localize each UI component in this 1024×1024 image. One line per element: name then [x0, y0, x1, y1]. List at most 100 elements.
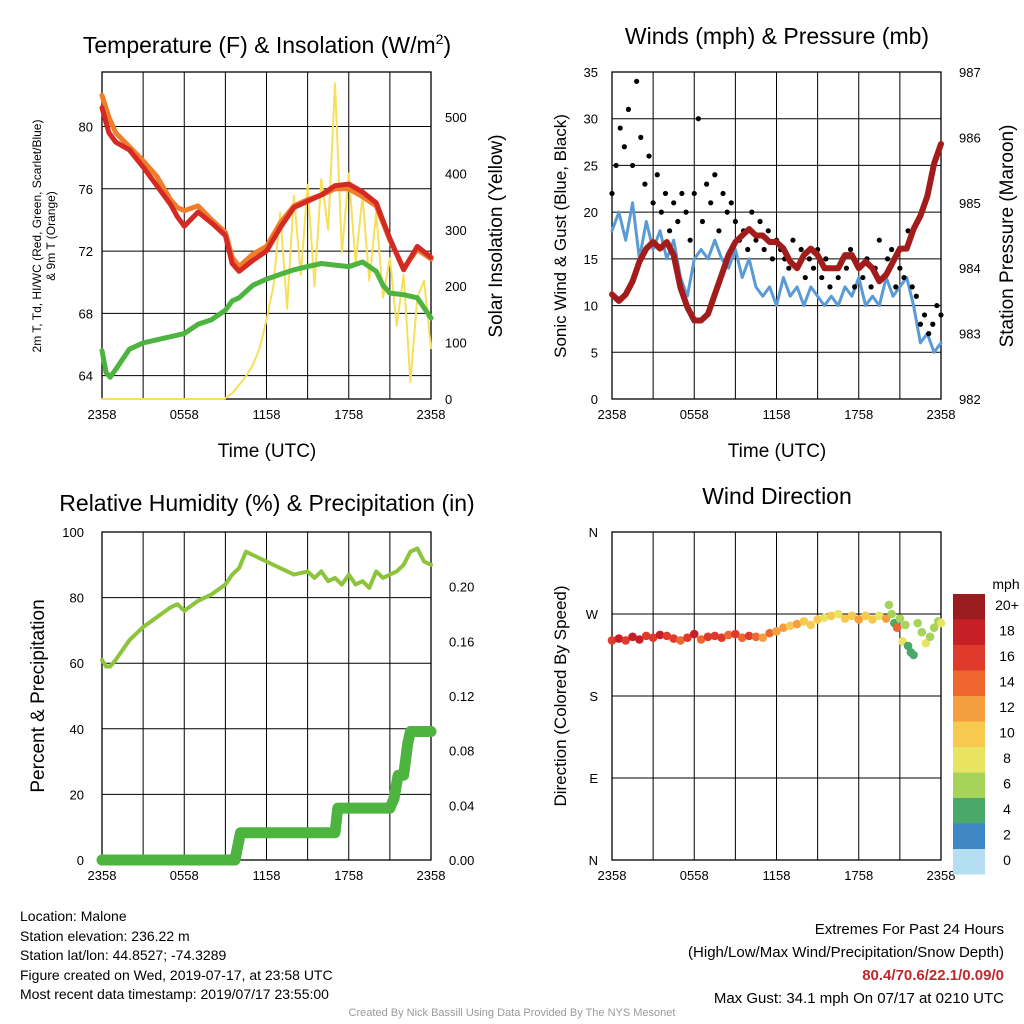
- direction-point: [785, 621, 795, 631]
- direction-point: [884, 600, 894, 610]
- direction-point: [628, 632, 637, 642]
- y-axis-label: Direction (Colored By Speed): [551, 585, 570, 806]
- direction-point: [635, 635, 644, 644]
- y-axis-label: 2m T, Td, HI/WC (Red, Green, Scarlet/Blu…: [30, 120, 44, 353]
- direction-point: [892, 623, 902, 632]
- series-line-dewpoint: [99, 259, 434, 380]
- gust-point: [654, 172, 660, 178]
- gust-point: [786, 265, 792, 271]
- legend-swatch: [953, 772, 985, 798]
- legend-label: 20+: [995, 597, 1019, 613]
- gust-point: [819, 274, 825, 281]
- gust-point: [679, 190, 685, 197]
- x-tick-label: 1758: [844, 407, 873, 422]
- x-tick-label: 2358: [598, 868, 627, 883]
- direction-point: [813, 615, 822, 624]
- direction-point: [833, 609, 843, 619]
- gust-point: [675, 218, 681, 225]
- y-tick-label: 100: [62, 525, 84, 540]
- x-tick-label: 0558: [680, 868, 709, 883]
- y2-tick-label: 0.04: [449, 798, 474, 813]
- created-text: Figure created on Wed, 2019-07-17, at 23…: [20, 966, 333, 983]
- gust-point: [621, 144, 627, 150]
- gust-point: [802, 274, 808, 281]
- legend-swatch: [953, 645, 985, 671]
- legend-swatch: [953, 721, 985, 747]
- recent-data-text: Most recent data timestamp: 2019/07/17 2…: [20, 986, 329, 1002]
- direction-point: [758, 633, 768, 642]
- gust-point: [893, 284, 899, 290]
- gust-point: [732, 218, 738, 225]
- gust-point: [860, 274, 866, 281]
- direction-point: [806, 620, 816, 630]
- direction-point: [676, 636, 685, 645]
- y2-tick-label: 400: [445, 166, 467, 181]
- direction-point: [936, 618, 946, 628]
- gust-point: [884, 256, 891, 262]
- direction-point: [689, 629, 699, 639]
- y2-tick-label: 0.16: [449, 634, 474, 649]
- y-tick-label: 68: [79, 306, 93, 321]
- direction-point: [751, 632, 761, 642]
- gust-point: [745, 246, 751, 253]
- gust-point: [708, 200, 714, 206]
- gust-point: [810, 265, 817, 271]
- direction-point: [772, 627, 781, 636]
- direction-point: [621, 636, 631, 645]
- gust-point: [662, 190, 669, 197]
- gust-point: [720, 190, 726, 197]
- y2-tick-label: 984: [959, 261, 981, 276]
- gust-point: [930, 321, 936, 327]
- gust-point: [835, 274, 841, 281]
- extremes-title: Extremes For Past 24 Hours: [814, 921, 1004, 938]
- gust-point: [691, 190, 697, 197]
- title-main: Temperature (F) & Insolation (W/m: [83, 32, 436, 58]
- gust-point: [901, 274, 907, 281]
- y-axis-label-2: & 9m T (Orange): [44, 191, 58, 281]
- gust-point: [683, 209, 689, 215]
- direction-point: [669, 634, 678, 643]
- gust-point: [843, 265, 850, 271]
- y-tick-label: 5: [591, 345, 598, 360]
- chart-title: Relative Humidity (%) & Precipitation (i…: [59, 490, 474, 516]
- gust-point: [917, 321, 924, 327]
- location-text: Location: Malone: [20, 908, 127, 924]
- direction-point: [641, 631, 651, 641]
- legend-swatch: [953, 823, 985, 849]
- series-line-2m-temp: [99, 105, 434, 274]
- direction-point: [909, 650, 918, 660]
- gust-point: [921, 312, 928, 318]
- gust-point: [646, 153, 652, 159]
- x-axis-label: Time (UTC): [218, 441, 317, 462]
- legend-label: 10: [999, 725, 1015, 741]
- direction-point: [717, 633, 726, 642]
- extremes-legend: (High/Low/Max Wind/Precipitation/Snow De…: [688, 944, 1004, 961]
- extremes-info: Extremes For Past 24 Hours (High/Low/Max…: [688, 918, 1004, 1010]
- direction-point: [901, 620, 910, 630]
- gust-point: [699, 218, 706, 225]
- gust-point: [703, 181, 710, 187]
- legend-swatch: [953, 594, 985, 620]
- y-tick-label: 80: [79, 120, 93, 135]
- y-tick-label: 35: [584, 65, 598, 80]
- legend-label: 8: [1003, 750, 1011, 766]
- x-tick-label: 1758: [844, 868, 873, 883]
- legend-swatch: [953, 798, 985, 824]
- x-tick-label: 2358: [417, 868, 446, 883]
- direction-point: [925, 632, 935, 642]
- y-tick-label: 76: [79, 182, 93, 197]
- y2-tick-label: 0: [445, 392, 452, 407]
- gust-point: [629, 162, 636, 169]
- direction-point: [655, 630, 665, 640]
- gust-point: [613, 162, 619, 169]
- direction-point: [875, 611, 884, 621]
- legend-swatch: [953, 849, 985, 875]
- gust-point: [765, 228, 771, 234]
- legend-swatch: [953, 619, 985, 645]
- gust-point: [757, 218, 763, 225]
- direction-point: [929, 623, 939, 632]
- x-tick-label: 2358: [927, 868, 956, 883]
- winds-pressure-chart: 2358 0558 1158 1758 235805101520253035982983…: [551, 23, 1018, 462]
- direction-point: [847, 611, 857, 621]
